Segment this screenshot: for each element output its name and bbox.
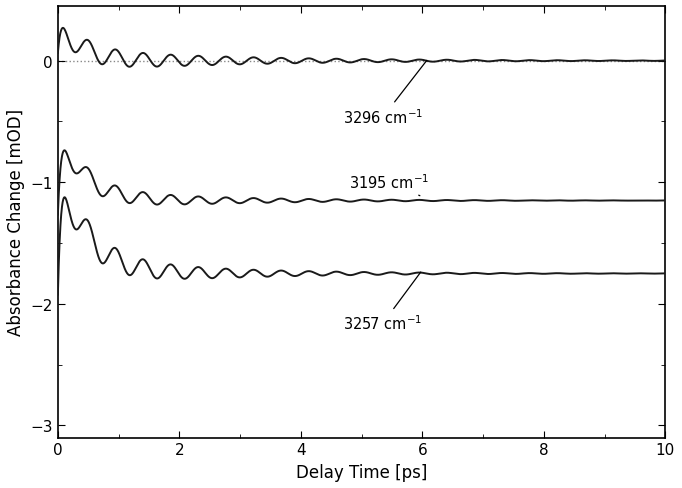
Text: 3296 cm$^{-1}$: 3296 cm$^{-1}$ [344,61,427,126]
X-axis label: Delay Time [ps]: Delay Time [ps] [296,463,428,481]
Text: 3195 cm$^{-1}$: 3195 cm$^{-1}$ [349,173,430,196]
Y-axis label: Absorbance Change [mOD]: Absorbance Change [mOD] [7,109,25,336]
Text: 3257 cm$^{-1}$: 3257 cm$^{-1}$ [344,272,423,333]
